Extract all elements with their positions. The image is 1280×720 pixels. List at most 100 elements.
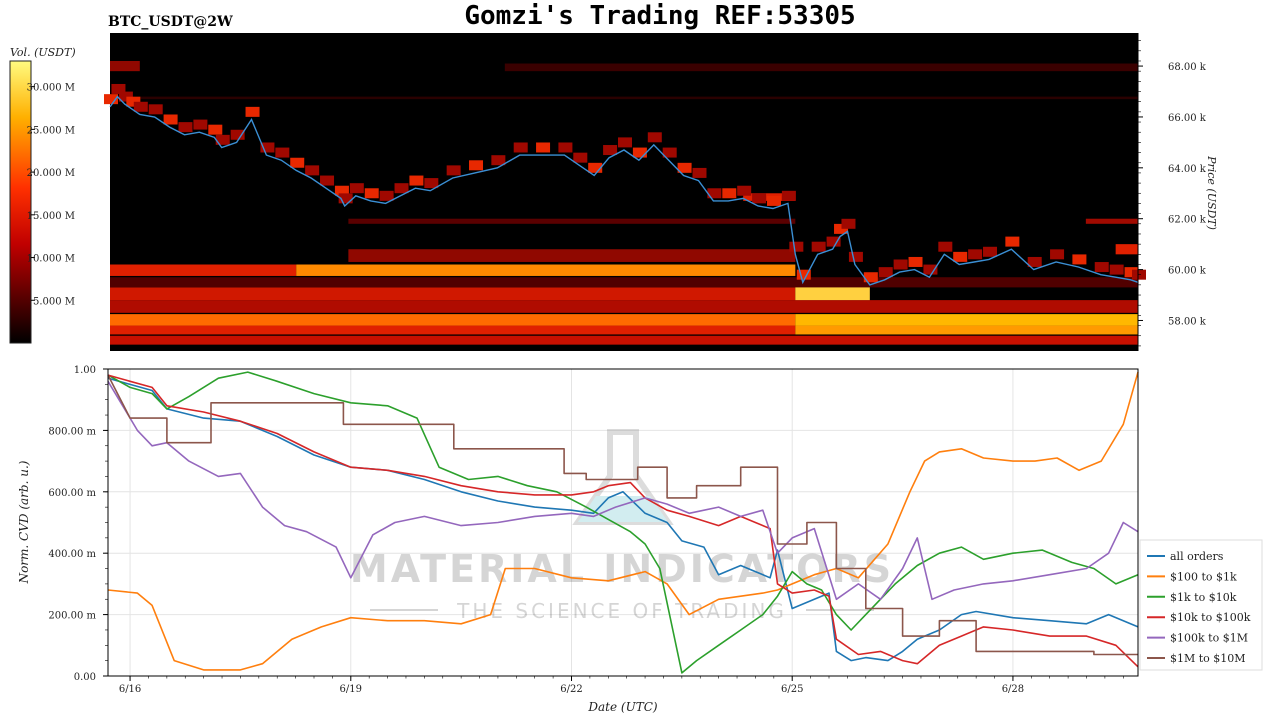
heatmap-band bbox=[110, 277, 1138, 288]
heatmap-cell bbox=[409, 175, 424, 186]
legend-entry: $1M to $10M bbox=[1170, 652, 1246, 665]
heatmap-cell bbox=[334, 185, 349, 196]
series-line bbox=[107, 371, 1139, 671]
cvd-axis: 0.00 200.00 m 400.00 m 600.00 m 800.00 m 1.00 bbox=[48, 365, 108, 683]
heatmap-cell bbox=[148, 104, 163, 115]
y-tick-label: 800.00 m bbox=[48, 426, 96, 437]
heatmap-cell bbox=[796, 269, 811, 280]
flask-icon bbox=[572, 429, 674, 525]
x-tick-label: 6/19 bbox=[340, 684, 362, 695]
heatmap-cell bbox=[1094, 262, 1109, 273]
legend: all orders $100 to $1k $1k to $10k $10k to … bbox=[1139, 539, 1263, 671]
heatmap-cell bbox=[230, 129, 245, 140]
heatmap-cell bbox=[338, 193, 353, 204]
heatmap-cell bbox=[908, 256, 923, 267]
price-line bbox=[109, 95, 1139, 286]
heatmap-cell bbox=[193, 119, 208, 130]
heatmap-cell bbox=[536, 142, 551, 153]
heatmap-cell bbox=[923, 264, 938, 275]
legend-entry: $100k to $1M bbox=[1170, 632, 1248, 645]
chart-title: Gomzi's Trading REF:53305 bbox=[464, 1, 855, 31]
series-line bbox=[107, 374, 1139, 668]
heatmap-cell bbox=[1109, 264, 1124, 275]
heatmap-cell bbox=[178, 122, 193, 133]
heatmap-band bbox=[795, 325, 1138, 335]
price-tick-label: 58.00 k bbox=[1168, 316, 1207, 327]
heatmap-band bbox=[296, 264, 796, 276]
y-tick-label: 600.00 m bbox=[48, 488, 96, 499]
price-axis: 58.00 k 60.00 k 62.00 k 64.00 k 66.00 k 68.00… bbox=[1137, 33, 1207, 351]
heatmap-cell bbox=[953, 251, 968, 262]
heatmap-cell bbox=[863, 272, 878, 283]
price-tick-label: 64.00 k bbox=[1168, 164, 1207, 175]
heatmap-bands bbox=[104, 60, 1146, 345]
y-tick-label: 200.00 m bbox=[48, 611, 96, 622]
heatmap-cell bbox=[938, 241, 953, 252]
heatmap-band bbox=[504, 63, 1138, 72]
heatmap-cell bbox=[1005, 236, 1020, 247]
series-line bbox=[107, 371, 1139, 674]
heatmap-cell bbox=[1027, 256, 1042, 267]
heatmap-band bbox=[110, 314, 796, 326]
heatmap-cell bbox=[133, 101, 148, 112]
legend-entry: $100 to $1k bbox=[1170, 570, 1237, 583]
heatmap-cell bbox=[290, 157, 305, 168]
price-axis-label: Price (USDT) bbox=[1205, 155, 1218, 230]
heatmap-cell bbox=[811, 241, 826, 252]
heatmap-cell bbox=[349, 183, 364, 194]
heatmap-cell bbox=[1124, 267, 1139, 278]
heatmap-cell bbox=[737, 185, 752, 196]
y-tick-label: 400.00 m bbox=[48, 549, 96, 560]
colorbar-tick-label: 10.000 M bbox=[27, 254, 75, 265]
heatmap-cell bbox=[1050, 249, 1065, 260]
heatmap-band bbox=[348, 218, 796, 224]
heatmap-band bbox=[110, 60, 140, 72]
heatmap-cell bbox=[722, 188, 737, 199]
x-axis-label: Date (UTC) bbox=[587, 700, 657, 714]
colorbar-tick-label: 30.000 M bbox=[27, 83, 75, 94]
colorbar-tick-label: 15.000 M bbox=[27, 211, 75, 222]
heatmap-cell bbox=[781, 190, 796, 201]
heatmap-cell bbox=[320, 175, 335, 186]
heatmap-cell bbox=[707, 188, 722, 199]
heatmap-cell bbox=[394, 183, 409, 194]
colorbar bbox=[9, 60, 32, 344]
heatmap-cell bbox=[513, 142, 528, 153]
price-tick-label: 66.00 k bbox=[1168, 113, 1207, 124]
heatmap-cell bbox=[104, 94, 118, 105]
heatmap-cell bbox=[364, 188, 379, 199]
heatmap-band bbox=[348, 249, 796, 262]
heatmap-cell bbox=[662, 147, 677, 158]
heatmap-cell bbox=[766, 195, 781, 206]
x-tick-label: 6/25 bbox=[781, 684, 803, 695]
heatmap-band bbox=[110, 264, 297, 276]
legend-entry: $1k to $10k bbox=[1170, 591, 1237, 604]
heatmap-cell bbox=[305, 165, 320, 176]
heatmap-cell bbox=[893, 259, 908, 270]
colorbar-tick-label: 5.000 M bbox=[33, 296, 75, 307]
price-tick-label: 62.00 k bbox=[1168, 215, 1207, 226]
heatmap-cell bbox=[260, 142, 275, 153]
heatmap-cell bbox=[878, 267, 893, 278]
heatmap-cell bbox=[446, 165, 461, 176]
price-tick-label: 68.00 k bbox=[1168, 62, 1207, 73]
heatmap-cell bbox=[163, 114, 178, 125]
price-tick-label: 60.00 k bbox=[1168, 266, 1207, 277]
heatmap-cell bbox=[632, 147, 647, 158]
watermark: MATERIAL INDICATORS THE SCIENCE OF TRADI… bbox=[350, 429, 891, 623]
heatmap-cell bbox=[491, 155, 506, 166]
heatmap-band bbox=[110, 335, 1138, 345]
colorbar-label: Vol. (USDT) bbox=[10, 46, 76, 59]
heatmap-cell bbox=[968, 249, 983, 260]
series-line bbox=[107, 374, 1138, 656]
heatmap-band bbox=[1115, 244, 1138, 255]
heatmap-cell bbox=[647, 132, 662, 143]
colorbar-tick-label: 20.000 M bbox=[27, 168, 75, 179]
watermark-tagline: THE SCIENCE OF TRADING bbox=[456, 599, 787, 623]
heatmap-band bbox=[110, 300, 1138, 313]
heatmap-cell bbox=[208, 124, 223, 135]
legend-entry: $10k to $100k bbox=[1170, 611, 1251, 624]
heatmap-cell bbox=[983, 246, 998, 257]
heatmap-band bbox=[110, 287, 796, 301]
